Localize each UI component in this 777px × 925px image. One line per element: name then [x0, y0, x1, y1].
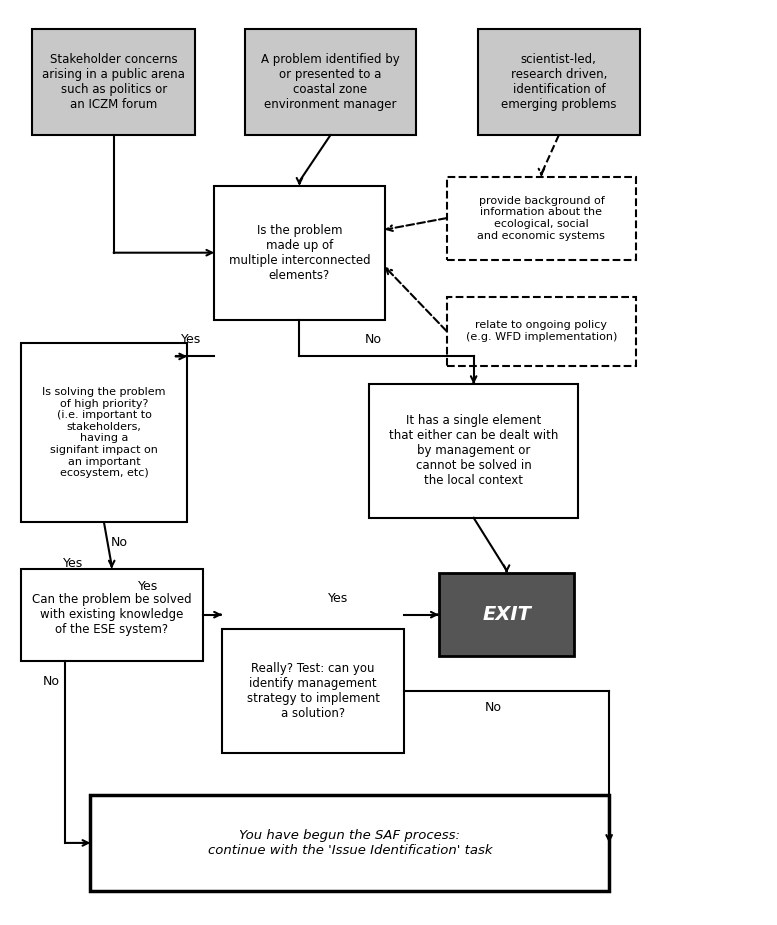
FancyBboxPatch shape: [90, 795, 609, 892]
FancyBboxPatch shape: [214, 186, 385, 319]
Text: Yes: Yes: [138, 581, 159, 594]
Text: Yes: Yes: [181, 333, 201, 346]
Text: Really? Test: can you
identify management
strategy to implement
a solution?: Really? Test: can you identify managemen…: [246, 661, 379, 720]
Text: relate to ongoing policy
(e.g. WFD implementation): relate to ongoing policy (e.g. WFD imple…: [465, 320, 617, 342]
FancyBboxPatch shape: [369, 384, 578, 518]
Text: A problem identified by
or presented to a
coastal zone
environment manager: A problem identified by or presented to …: [261, 53, 400, 111]
Text: No: No: [364, 333, 382, 346]
FancyBboxPatch shape: [246, 29, 416, 135]
FancyBboxPatch shape: [439, 574, 574, 656]
Text: Yes: Yes: [328, 592, 348, 605]
FancyBboxPatch shape: [33, 29, 195, 135]
FancyBboxPatch shape: [222, 628, 404, 753]
Text: provide background of
information about the
ecological, social
and economic syst: provide background of information about …: [478, 196, 605, 240]
Text: It has a single element
that either can be dealt with
by management or
cannot be: It has a single element that either can …: [389, 414, 559, 487]
FancyBboxPatch shape: [447, 177, 636, 260]
Text: EXIT: EXIT: [483, 605, 531, 624]
Text: Is the problem
made up of
multiple interconnected
elements?: Is the problem made up of multiple inter…: [228, 224, 371, 282]
Text: You have begun the SAF process:
continue with the 'Issue Identification' task: You have begun the SAF process: continue…: [207, 829, 492, 857]
Text: Can the problem be solved
with existing knowledge
of the ESE system?: Can the problem be solved with existing …: [32, 593, 191, 636]
Text: scientist-led,
research driven,
identification of
emerging problems: scientist-led, research driven, identifi…: [501, 53, 617, 111]
Text: Is solving the problem
of high priority?
(i.e. important to
stakeholders,
having: Is solving the problem of high priority?…: [42, 387, 166, 478]
Text: No: No: [485, 701, 501, 714]
Text: No: No: [44, 674, 60, 687]
Text: No: No: [111, 536, 128, 549]
FancyBboxPatch shape: [21, 569, 203, 660]
FancyBboxPatch shape: [478, 29, 640, 135]
FancyBboxPatch shape: [21, 342, 187, 523]
Text: Stakeholder concerns
arising in a public arena
such as politics or
an ICZM forum: Stakeholder concerns arising in a public…: [42, 53, 185, 111]
FancyBboxPatch shape: [447, 297, 636, 365]
Text: Yes: Yes: [63, 558, 83, 571]
